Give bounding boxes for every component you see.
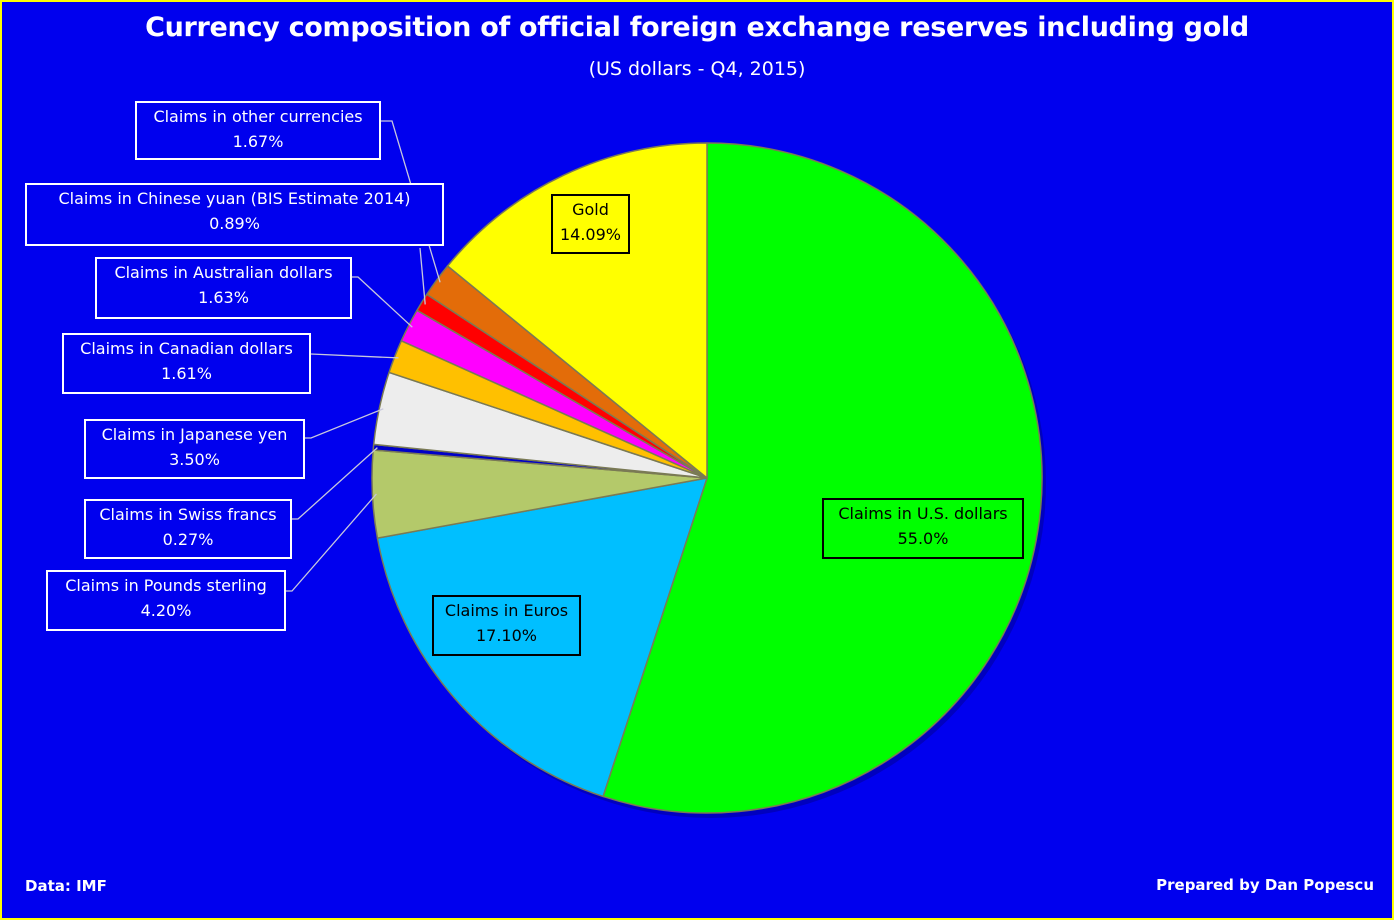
- chart-title: Currency composition of official foreign…: [145, 12, 1249, 43]
- label-cad: Claims in Canadian dollars 1.61%: [62, 333, 311, 394]
- source-note: Data: IMF: [25, 877, 107, 895]
- label-aud-value: 1.63%: [198, 288, 249, 307]
- label-usd-name: Claims in U.S. dollars: [838, 504, 1008, 523]
- label-oth-value: 1.67%: [232, 132, 284, 151]
- pie-slice-usd: [602, 142, 1043, 814]
- label-aud: Claims in Australian dollars 1.63%: [95, 257, 352, 319]
- label-gold-value: 14.09%: [559, 225, 621, 244]
- label-aud-name: Claims in Australian dollars: [114, 263, 333, 282]
- leader-line-cny: [419, 247, 426, 305]
- label-oth-name: Claims in other currencies: [153, 107, 363, 126]
- leader-line-gbp: [286, 493, 377, 592]
- label-chf-value: 0.27%: [162, 530, 214, 549]
- label-jpy: Claims in Japanese yen 3.50%: [84, 419, 305, 479]
- label-eur: Claims in Euros 17.10%: [432, 595, 581, 656]
- label-eur-name: Claims in Euros: [444, 601, 569, 620]
- credit-note: Prepared by Dan Popescu: [1156, 876, 1374, 894]
- label-usd-value: 55.0%: [897, 529, 949, 548]
- label-cny: Claims in Chinese yuan (BIS Estimate 201…: [25, 183, 444, 246]
- leader-line-aud: [352, 276, 413, 328]
- label-cad-name: Claims in Canadian dollars: [80, 339, 293, 358]
- label-jpy-value: 3.50%: [169, 450, 220, 469]
- label-chf-name: Claims in Swiss francs: [99, 505, 277, 524]
- label-cny-value: 0.89%: [209, 214, 260, 233]
- label-gold: Gold 14.09%: [551, 194, 630, 254]
- label-gbp-value: 4.20%: [140, 601, 192, 620]
- label-usd: Claims in U.S. dollars 55.0%: [822, 498, 1024, 559]
- pie-slice-eur: [376, 477, 708, 798]
- label-gbp: Claims in Pounds sterling 4.20%: [46, 570, 286, 631]
- label-cny-name: Claims in Chinese yuan (BIS Estimate 201…: [58, 189, 411, 208]
- label-chf: Claims in Swiss francs 0.27%: [84, 499, 292, 559]
- label-cad-value: 1.61%: [161, 364, 212, 383]
- leader-line-cad: [310, 353, 399, 359]
- label-oth: Claims in other currencies 1.67%: [135, 101, 381, 160]
- label-jpy-name: Claims in Japanese yen: [101, 425, 288, 444]
- label-eur-value: 17.10%: [475, 626, 537, 645]
- chart-subtitle: (US dollars - Q4, 2015): [588, 58, 806, 80]
- label-gold-name: Gold: [572, 200, 609, 219]
- leader-line-chf: [292, 447, 378, 520]
- label-gbp-name: Claims in Pounds sterling: [65, 576, 267, 595]
- leader-line-jpy: [305, 408, 384, 439]
- pie-slice-gold: [446, 142, 708, 479]
